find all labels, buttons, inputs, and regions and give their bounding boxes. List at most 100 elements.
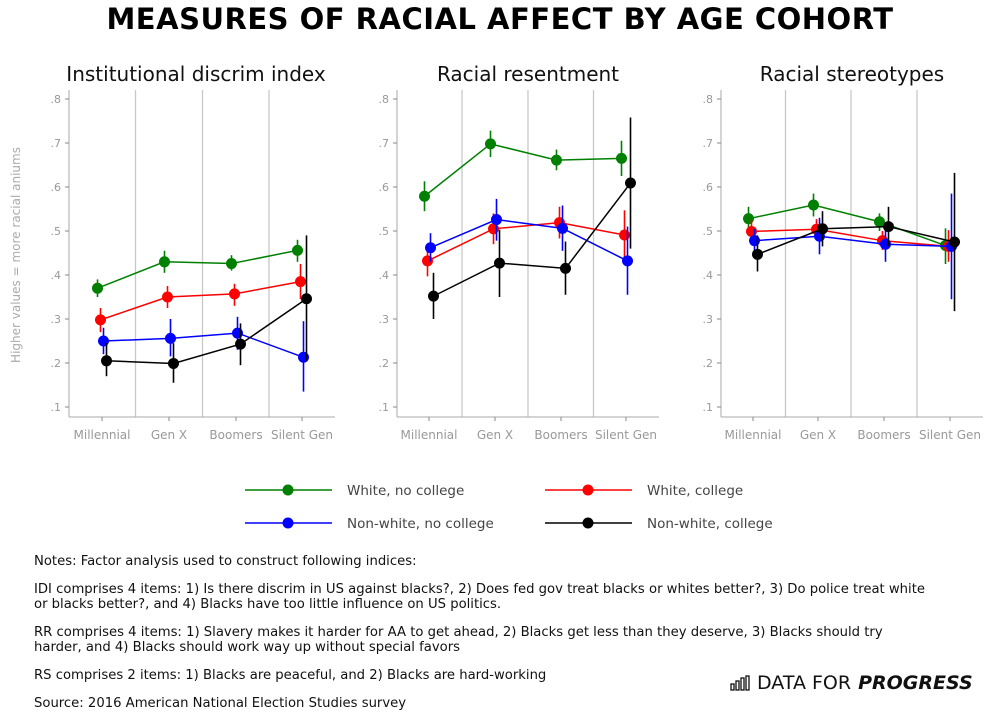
data-point xyxy=(874,216,885,228)
y-tick-label: .8 xyxy=(703,93,714,106)
data-point xyxy=(295,276,306,288)
logo-text-bold: PROGRESS xyxy=(858,672,973,694)
data-point xyxy=(491,214,502,226)
x-tick-label: Millennial xyxy=(725,428,782,442)
series-line xyxy=(427,221,625,262)
y-tick-label: .8 xyxy=(379,93,390,106)
data-point xyxy=(494,257,505,269)
series-line xyxy=(754,235,952,248)
series-line xyxy=(757,225,955,256)
x-tick-label: Millennial xyxy=(74,428,131,442)
data-point xyxy=(551,154,562,166)
data-point xyxy=(560,262,571,274)
series-line xyxy=(424,143,622,197)
figure-title: MEASURES OF RACIAL AFFECT BY AGE COHORT xyxy=(106,2,894,36)
x-tick-label: Gen X xyxy=(151,428,187,442)
legend-marker xyxy=(282,484,294,496)
data-point xyxy=(808,199,819,211)
data-point xyxy=(883,221,894,233)
y-tick-label: .3 xyxy=(379,313,390,326)
data-point xyxy=(98,335,109,347)
x-tick-label: Gen X xyxy=(477,428,513,442)
y-tick-label: .5 xyxy=(379,225,390,238)
data-point xyxy=(817,223,828,235)
data-point xyxy=(92,282,103,294)
legend-label: White, college xyxy=(647,483,743,499)
data-point xyxy=(301,293,312,305)
notes-rr: RR comprises 4 items: 1) Slavery makes i… xyxy=(34,625,883,655)
y-tick-label: .3 xyxy=(703,313,714,326)
y-tick-label: .4 xyxy=(379,269,390,282)
x-tick-label: Boomers xyxy=(534,428,587,442)
series-line xyxy=(751,228,949,248)
notes-idi: IDI comprises 4 items: 1) Is there discr… xyxy=(34,582,925,612)
data-point xyxy=(880,238,891,250)
data-point xyxy=(425,242,436,254)
y-tick-label: .8 xyxy=(51,93,62,106)
legend-label: Non-white, no college xyxy=(347,516,494,532)
y-tick-label: .2 xyxy=(379,357,390,370)
data-point xyxy=(616,152,627,164)
y-tick-label: .6 xyxy=(703,181,714,194)
data-point xyxy=(226,258,237,270)
x-tick-label: Boomers xyxy=(209,428,262,442)
data-point xyxy=(752,248,763,260)
data-point xyxy=(235,338,246,350)
series-line xyxy=(430,218,628,262)
logo: DATA FOR PROGRESS xyxy=(730,672,973,694)
series-line xyxy=(103,332,304,358)
notes: Notes: Factor analysis used to construct… xyxy=(34,554,934,719)
data-point xyxy=(619,229,630,241)
y-tick-label: .7 xyxy=(379,137,390,150)
data-point xyxy=(428,290,439,302)
legend-marker xyxy=(582,517,594,529)
data-point xyxy=(292,244,303,256)
x-tick-label: Gen X xyxy=(800,428,836,442)
data-point xyxy=(162,291,173,303)
series-line xyxy=(100,280,301,321)
data-point xyxy=(422,255,433,267)
x-tick-label: Silent Gen xyxy=(595,428,657,442)
series-line xyxy=(433,182,632,297)
data-point xyxy=(557,222,568,234)
legend-label: White, no college xyxy=(347,483,464,499)
panel-title: Racial resentment xyxy=(437,62,619,86)
y-tick-label: .6 xyxy=(51,181,62,194)
y-tick-label: .7 xyxy=(51,137,62,150)
y-tick-label: .4 xyxy=(51,269,62,282)
notes-intro: Notes: Factor analysis used to construct… xyxy=(34,554,417,569)
notes-rs: RS comprises 2 items: 1) Blacks are peac… xyxy=(34,668,547,683)
data-point xyxy=(232,327,243,339)
y-tick-label: .5 xyxy=(703,225,714,238)
logo-text: DATA FOR xyxy=(757,672,852,694)
data-point xyxy=(298,351,309,363)
data-point xyxy=(743,213,754,225)
panel-title: Institutional discrim index xyxy=(66,62,326,86)
data-point xyxy=(101,355,112,367)
x-tick-label: Silent Gen xyxy=(271,428,333,442)
series-line xyxy=(106,298,307,365)
data-point xyxy=(749,235,760,247)
data-point xyxy=(159,256,170,268)
x-tick-label: Silent Gen xyxy=(919,428,981,442)
y-tick-label: .5 xyxy=(51,225,62,238)
legend-label: Non-white, college xyxy=(647,516,773,532)
panel-title: Racial stereotypes xyxy=(760,62,944,86)
data-point xyxy=(95,314,106,326)
bar-chart-logo-icon xyxy=(730,675,750,691)
data-point xyxy=(165,332,176,344)
legend-marker xyxy=(282,517,294,529)
y-tick-label: .2 xyxy=(703,357,714,370)
data-point xyxy=(485,138,496,150)
data-point xyxy=(625,177,636,189)
y-axis-label: Higher values = more racial aniums xyxy=(9,147,23,363)
y-tick-label: .1 xyxy=(703,401,714,414)
series-line xyxy=(748,204,946,247)
x-tick-label: Millennial xyxy=(401,428,458,442)
y-tick-label: .3 xyxy=(51,313,62,326)
series-line xyxy=(97,249,298,289)
y-tick-label: .1 xyxy=(379,401,390,414)
y-tick-label: .7 xyxy=(703,137,714,150)
